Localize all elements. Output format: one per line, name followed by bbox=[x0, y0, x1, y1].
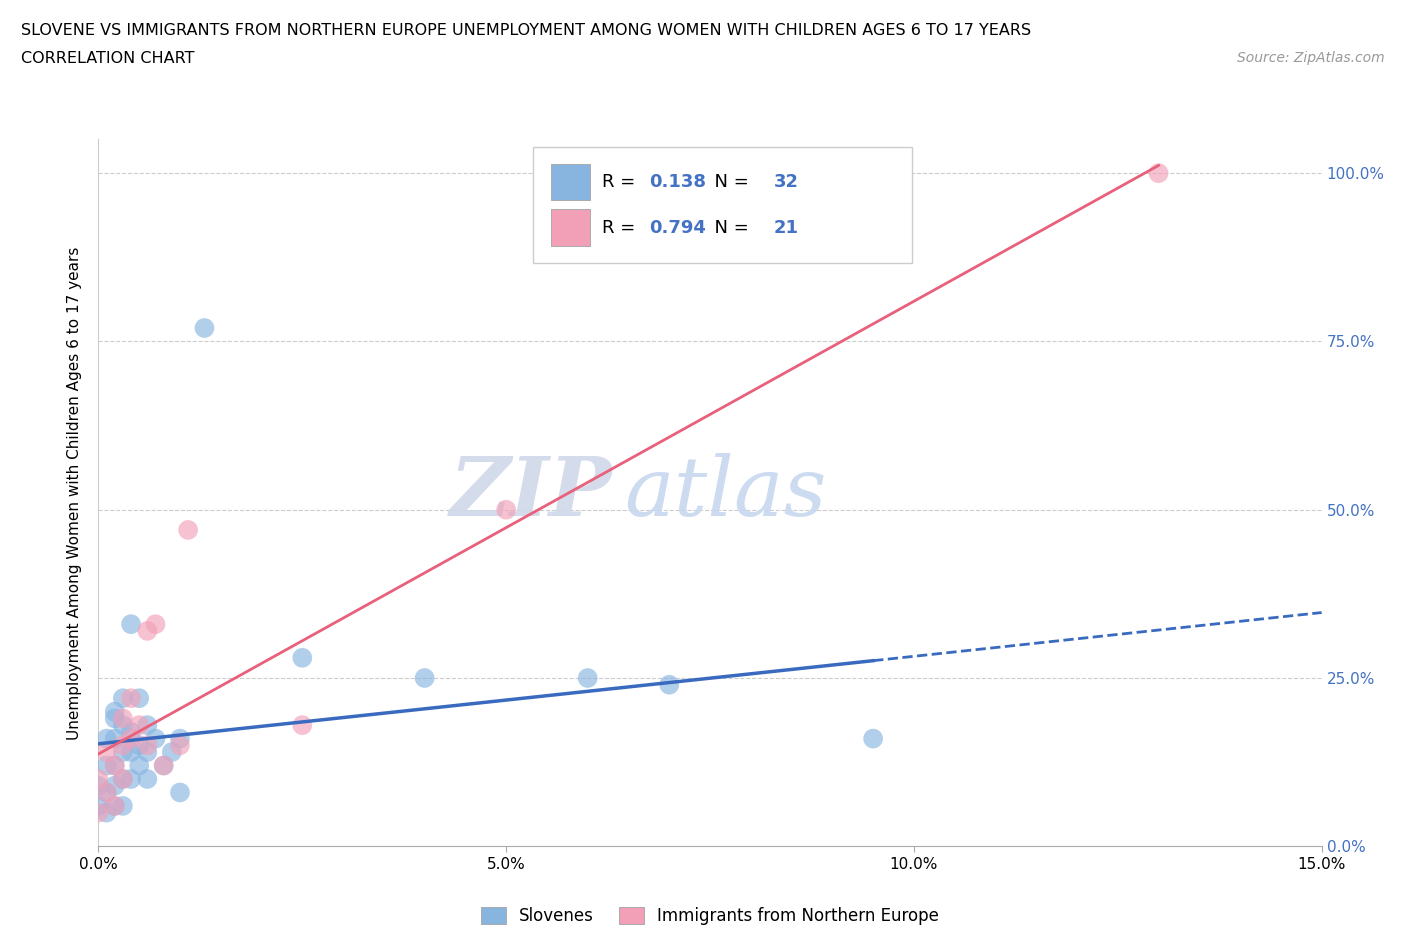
Point bbox=[193, 321, 215, 336]
Point bbox=[87, 799, 110, 814]
Text: 0.138: 0.138 bbox=[650, 173, 706, 191]
Point bbox=[111, 737, 134, 752]
Point bbox=[111, 772, 134, 787]
Point bbox=[136, 772, 159, 787]
Text: CORRELATION CHART: CORRELATION CHART bbox=[21, 51, 194, 66]
Point bbox=[96, 758, 118, 773]
FancyBboxPatch shape bbox=[533, 147, 912, 263]
Point bbox=[111, 772, 134, 787]
Point bbox=[96, 731, 118, 746]
Point bbox=[87, 805, 110, 820]
Text: ZIP: ZIP bbox=[450, 453, 612, 533]
Text: SLOVENE VS IMMIGRANTS FROM NORTHERN EUROPE UNEMPLOYMENT AMONG WOMEN WITH CHILDRE: SLOVENE VS IMMIGRANTS FROM NORTHERN EURO… bbox=[21, 23, 1031, 38]
Text: 32: 32 bbox=[773, 173, 799, 191]
Point bbox=[96, 805, 118, 820]
Point bbox=[169, 785, 191, 800]
Point bbox=[111, 799, 134, 814]
Point bbox=[1147, 166, 1170, 180]
Point bbox=[145, 617, 167, 631]
Point bbox=[111, 745, 134, 760]
Point bbox=[120, 731, 142, 746]
Point bbox=[104, 758, 127, 773]
Point bbox=[169, 731, 191, 746]
Point bbox=[136, 745, 159, 760]
Point bbox=[658, 677, 681, 692]
Point bbox=[160, 745, 183, 760]
Point bbox=[120, 745, 142, 760]
Point bbox=[136, 718, 159, 733]
Point bbox=[128, 737, 150, 752]
Point bbox=[128, 718, 150, 733]
Point bbox=[104, 731, 127, 746]
Text: R =: R = bbox=[602, 219, 641, 237]
Point bbox=[104, 704, 127, 719]
Point bbox=[111, 711, 134, 725]
Text: R =: R = bbox=[602, 173, 641, 191]
Point bbox=[145, 731, 167, 746]
Point bbox=[128, 691, 150, 706]
Point bbox=[96, 745, 118, 760]
Point bbox=[169, 737, 191, 752]
FancyBboxPatch shape bbox=[551, 164, 591, 200]
Text: Source: ZipAtlas.com: Source: ZipAtlas.com bbox=[1237, 51, 1385, 65]
Point bbox=[104, 799, 127, 814]
Point bbox=[413, 671, 436, 685]
Point bbox=[291, 650, 314, 665]
Point bbox=[111, 718, 134, 733]
Text: 21: 21 bbox=[773, 219, 799, 237]
Point bbox=[87, 778, 110, 793]
Point bbox=[495, 502, 517, 517]
Point bbox=[120, 617, 142, 631]
FancyBboxPatch shape bbox=[551, 209, 591, 246]
Y-axis label: Unemployment Among Women with Children Ages 6 to 17 years: Unemployment Among Women with Children A… bbox=[67, 246, 83, 739]
Point bbox=[120, 724, 142, 739]
Point bbox=[120, 691, 142, 706]
Text: 0.794: 0.794 bbox=[650, 219, 706, 237]
Point bbox=[104, 758, 127, 773]
Text: N =: N = bbox=[703, 219, 754, 237]
Point bbox=[120, 772, 142, 787]
Point bbox=[104, 799, 127, 814]
Point bbox=[136, 737, 159, 752]
Legend: Slovenes, Immigrants from Northern Europe: Slovenes, Immigrants from Northern Europ… bbox=[474, 900, 946, 930]
Point bbox=[96, 785, 118, 800]
Text: atlas: atlas bbox=[624, 453, 827, 533]
Point bbox=[152, 758, 174, 773]
Point bbox=[136, 623, 159, 638]
Point bbox=[291, 718, 314, 733]
Point bbox=[177, 523, 200, 538]
Point bbox=[576, 671, 599, 685]
Point bbox=[152, 758, 174, 773]
Point bbox=[87, 772, 110, 787]
Point bbox=[111, 691, 134, 706]
Point bbox=[128, 758, 150, 773]
Point bbox=[862, 731, 884, 746]
Point bbox=[104, 778, 127, 793]
Text: N =: N = bbox=[703, 173, 754, 191]
Point bbox=[96, 785, 118, 800]
Point bbox=[104, 711, 127, 725]
